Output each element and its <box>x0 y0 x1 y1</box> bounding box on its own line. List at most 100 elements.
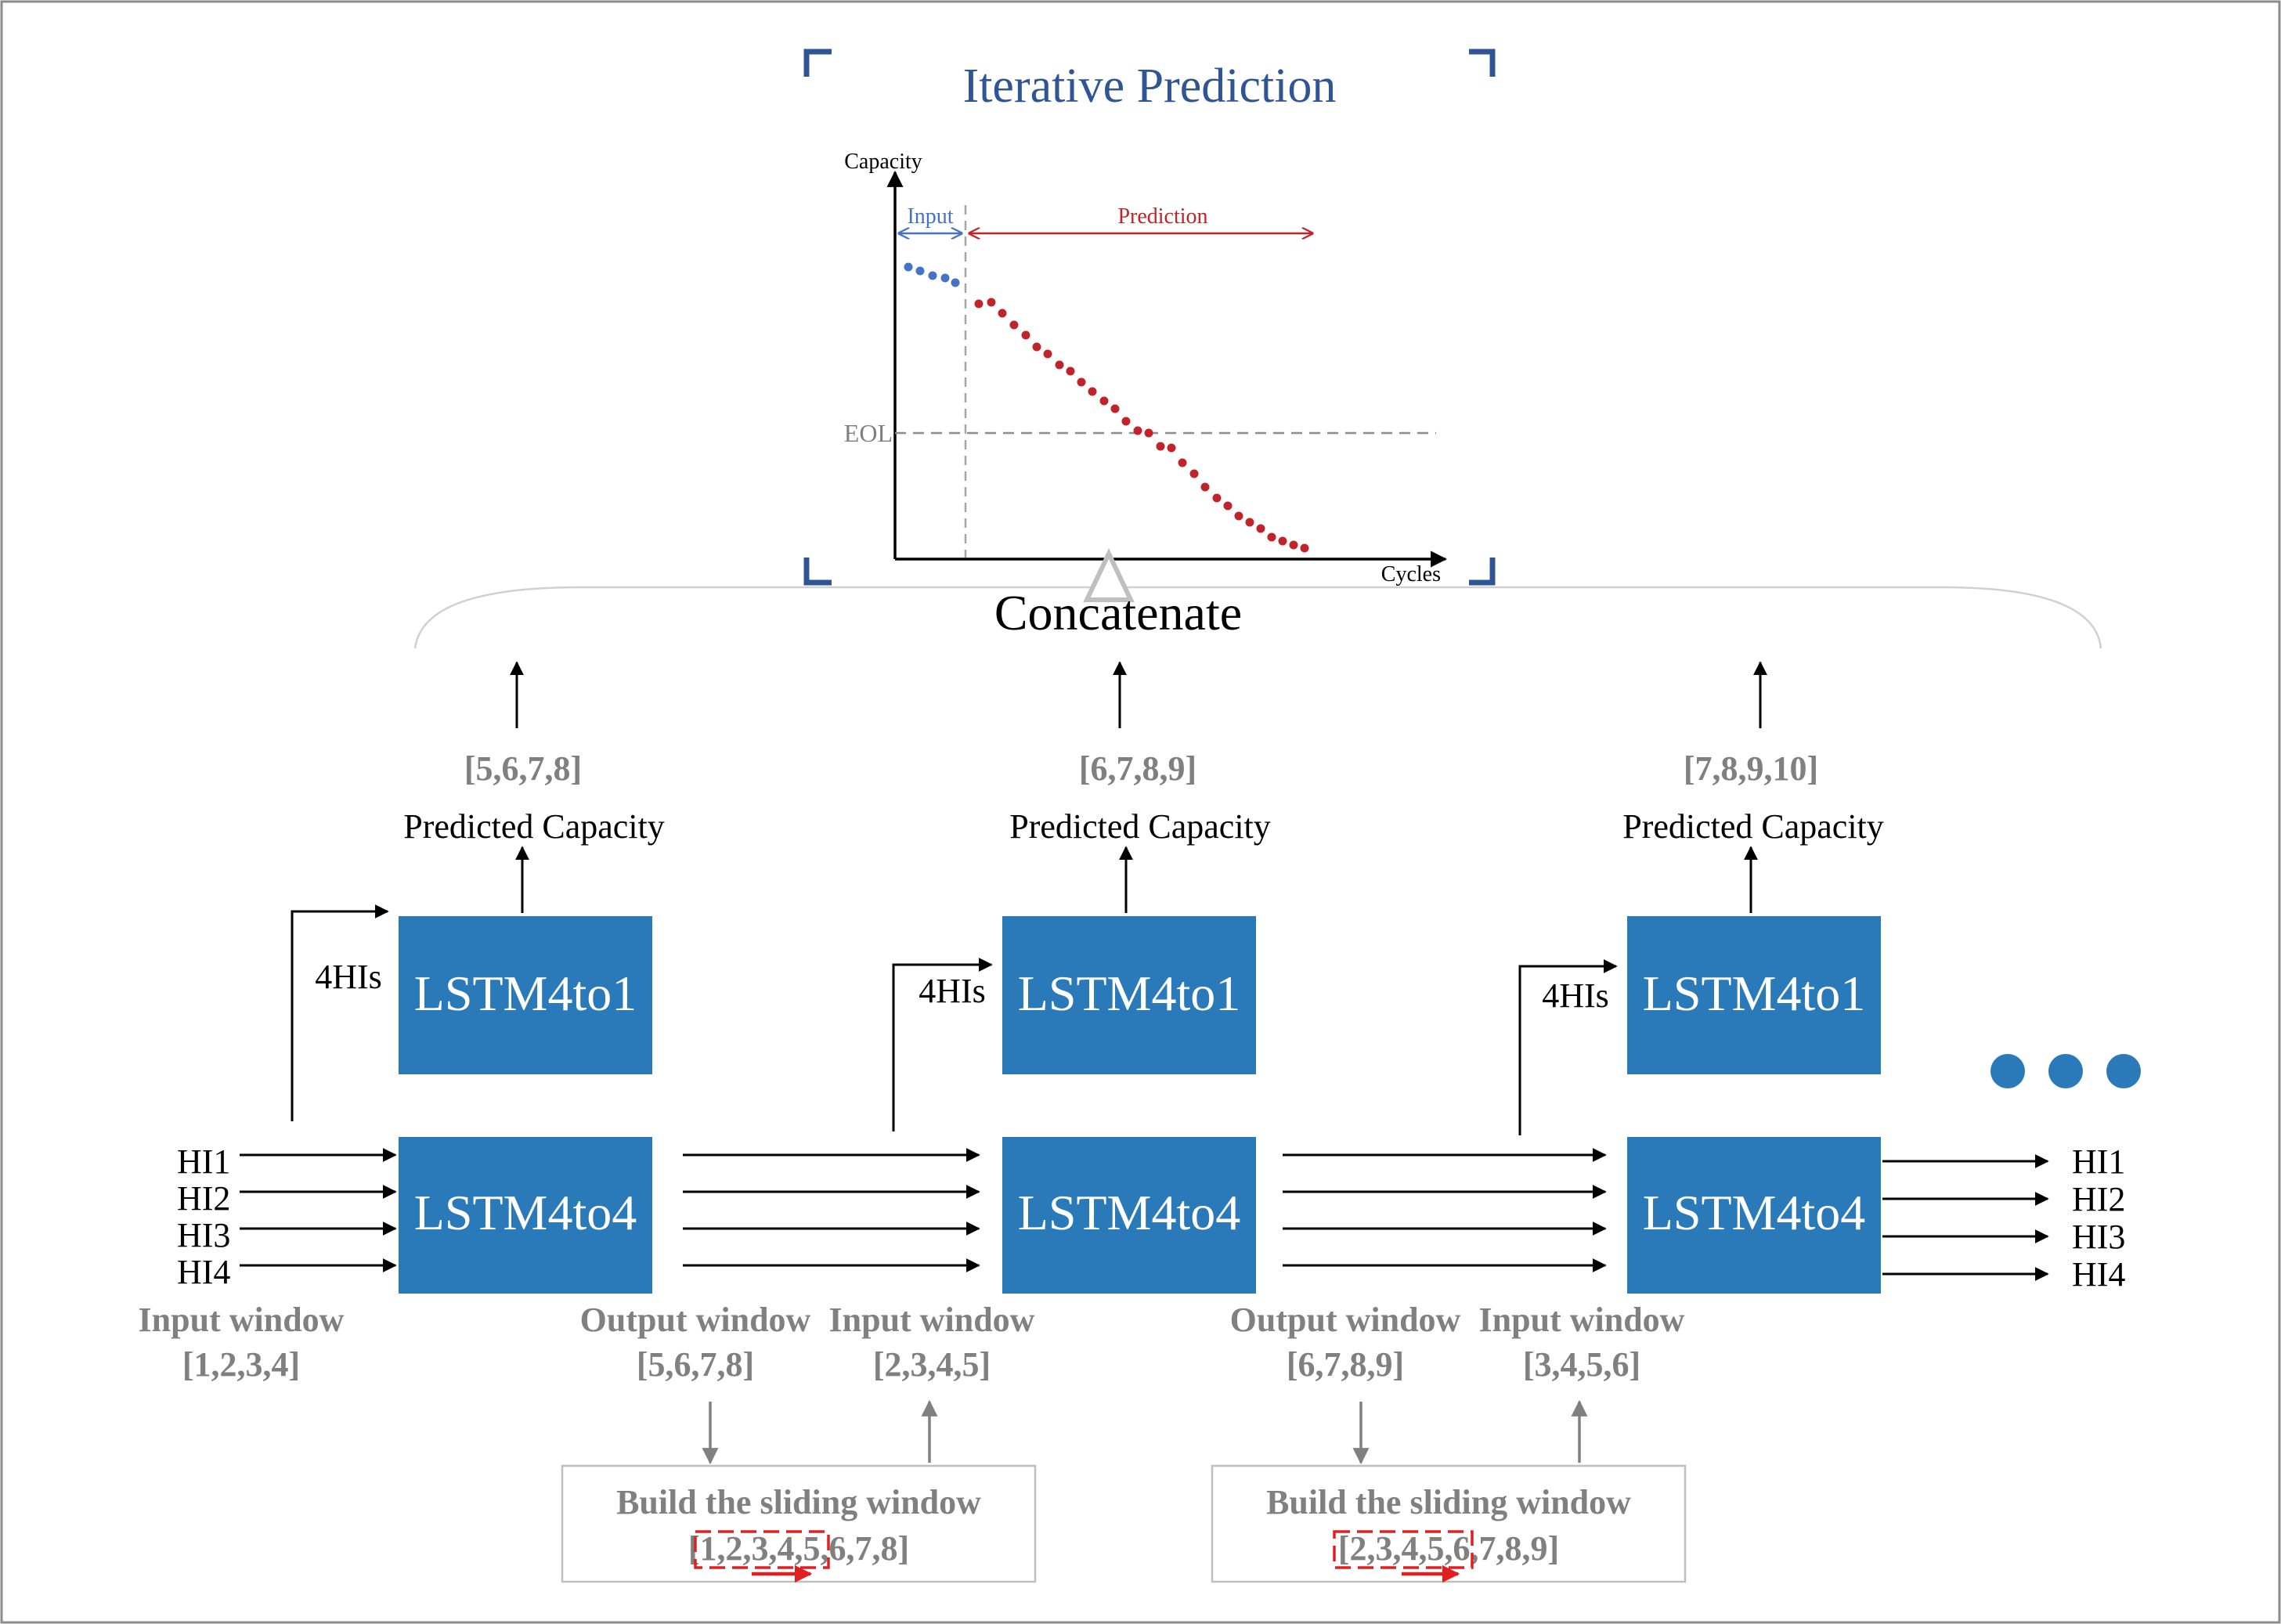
sliding-box-2-frame <box>1211 1464 1687 1583</box>
prediction-point <box>1289 540 1298 550</box>
output-window-label-1: Output window <box>580 1301 811 1339</box>
prediction-span-label: Prediction <box>1117 204 1207 229</box>
stage-1-lstm4to4-label: LSTM4to4 <box>414 1185 637 1240</box>
prediction-point <box>1189 469 1199 478</box>
stage-3-lstm4to4-label: LSTM4to4 <box>1643 1185 1865 1240</box>
prediction-point <box>1200 482 1210 492</box>
stage-3-predicted-window: [7,8,9,10] <box>1684 749 1818 788</box>
output-window-label-2: Output window <box>1230 1301 1461 1339</box>
prediction-point <box>1133 426 1142 435</box>
input-point <box>915 266 925 276</box>
prediction-point <box>1066 366 1075 376</box>
sliding-2-title: Build the sliding window <box>1266 1483 1631 1521</box>
stage-1-predicted-window: [5,6,7,8] <box>464 749 582 788</box>
sliding-1-highlight <box>694 1530 830 1569</box>
brace-apex-triangle-icon <box>1083 548 1135 602</box>
connector-1-2 <box>683 1148 980 1272</box>
stage-2-lstm4to4-box <box>1002 1137 1256 1294</box>
stage-3-his-label: 4HIs <box>1542 976 1609 1015</box>
prediction-point <box>1234 511 1243 521</box>
prediction-point <box>1256 524 1265 533</box>
input-window-value-3: [3,4,5,6] <box>1523 1345 1640 1384</box>
stage-2-his-label: 4HIs <box>919 972 986 1010</box>
sliding-window-box-2: Build the sliding window [2,3,4,5,6,7,8,… <box>1211 1464 1687 1583</box>
prediction-point <box>1212 493 1222 503</box>
prediction-point <box>1278 536 1287 546</box>
output-hi-2: HI2 <box>2072 1180 2125 1218</box>
input-window-label-3: Input window <box>1479 1301 1685 1339</box>
prediction-point <box>1178 458 1187 467</box>
stage-1-his-arrow <box>291 904 389 1121</box>
input-window-label-2: Input window <box>829 1301 1035 1339</box>
stage-3: [7,8,9,10] Predicted Capacity LSTM4to1 4… <box>1518 661 1884 1294</box>
prediction-point <box>1043 349 1052 359</box>
stage-2-lstm4to1-label: LSTM4to1 <box>1018 965 1240 1021</box>
output-hi-3: HI3 <box>2072 1218 2125 1256</box>
input-window-value-2: [2,3,4,5] <box>873 1345 991 1384</box>
stage-2-his-arrow <box>892 958 993 1131</box>
output-window-value-2: [6,7,8,9] <box>1287 1345 1404 1384</box>
concatenate-brace <box>413 586 2102 649</box>
prediction-point <box>1144 428 1153 438</box>
stage-2: [6,7,8,9] Predicted Capacity LSTM4to1 4H… <box>892 661 1271 1294</box>
sliding-1-title: Build the sliding window <box>616 1483 981 1521</box>
stage-1-lstm4to4-box <box>399 1137 652 1294</box>
stage-3-lstm4to1-label: LSTM4to1 <box>1643 965 1865 1021</box>
output-window-value-1: [5,6,7,8] <box>637 1345 754 1384</box>
input-hi-group: HI1 HI2 HI3 HI4 <box>177 1142 397 1291</box>
prediction-point <box>1223 501 1233 511</box>
prediction-point <box>1009 320 1019 330</box>
input-window-label-1: Input window <box>139 1301 345 1339</box>
prediction-point <box>1167 443 1176 453</box>
prediction-point <box>1077 377 1086 387</box>
sliding-2-highlight <box>1333 1530 1474 1569</box>
prediction-point <box>1156 442 1165 451</box>
prediction-point <box>1267 532 1276 542</box>
output-hi-1: HI1 <box>2072 1142 2125 1181</box>
input-span-label: Input <box>907 204 953 229</box>
window-labels: Input window [1,2,3,4] Output window [5,… <box>139 1301 1685 1384</box>
prediction-point <box>998 309 1007 318</box>
input-hi-1: HI1 <box>177 1142 230 1181</box>
prediction-point <box>1021 330 1030 340</box>
prediction-point <box>1032 342 1041 352</box>
stage-1-his-label: 4HIs <box>315 958 382 996</box>
three-dots-icon <box>1990 1054 2141 1088</box>
input-window-value-1: [1,2,3,4] <box>182 1345 300 1384</box>
stage-2-predicted-label: Predicted Capacity <box>1009 807 1271 846</box>
stage-3-lstm4to4-box <box>1627 1137 1881 1294</box>
stage-1-lstm4to1-box <box>399 916 652 1074</box>
connector-2-3 <box>1283 1148 1607 1272</box>
input-point <box>940 273 950 283</box>
stage-1-lstm4to1-label: LSTM4to1 <box>414 965 637 1021</box>
prediction-point <box>1088 387 1097 396</box>
stage-2-predicted-window: [6,7,8,9] <box>1079 749 1196 788</box>
stage-2-lstm4to4-label: LSTM4to4 <box>1018 1185 1240 1240</box>
input-point <box>928 271 937 280</box>
sliding-2-sequence: [2,3,4,5,6,7,8,9] <box>1338 1529 1559 1568</box>
prediction-point <box>1110 404 1120 413</box>
inset-title: Iterative Prediction <box>963 60 1337 113</box>
prediction-point <box>1121 417 1131 426</box>
input-hi-2: HI2 <box>177 1179 230 1218</box>
x-axis-label: Cycles <box>1381 562 1441 586</box>
input-points <box>904 262 960 287</box>
stage-1: [5,6,7,8] Predicted Capacity LSTM4to1 4H… <box>291 661 665 1294</box>
sliding-1-sequence: [1,2,3,4,5,6,7,8] <box>688 1529 909 1568</box>
input-point <box>951 278 960 287</box>
sliding-window-box-1: Build the sliding window [1,2,3,4,5,6,7,… <box>561 1464 1037 1583</box>
iterative-prediction-inset: Iterative Prediction Capacity Cycles EOL… <box>803 49 1496 586</box>
concatenate-label: Concatenate <box>994 585 1242 641</box>
prediction-point <box>987 298 996 307</box>
eol-label: EOL <box>844 419 893 447</box>
input-hi-3: HI3 <box>177 1216 230 1254</box>
prediction-point <box>1055 360 1064 370</box>
prediction-point <box>974 299 984 309</box>
prediction-point <box>1099 396 1109 406</box>
stage-3-lstm4to1-box <box>1627 916 1881 1074</box>
prediction-point <box>1300 543 1309 553</box>
prediction-points <box>974 298 1309 553</box>
stage-3-his-arrow <box>1518 959 1618 1135</box>
